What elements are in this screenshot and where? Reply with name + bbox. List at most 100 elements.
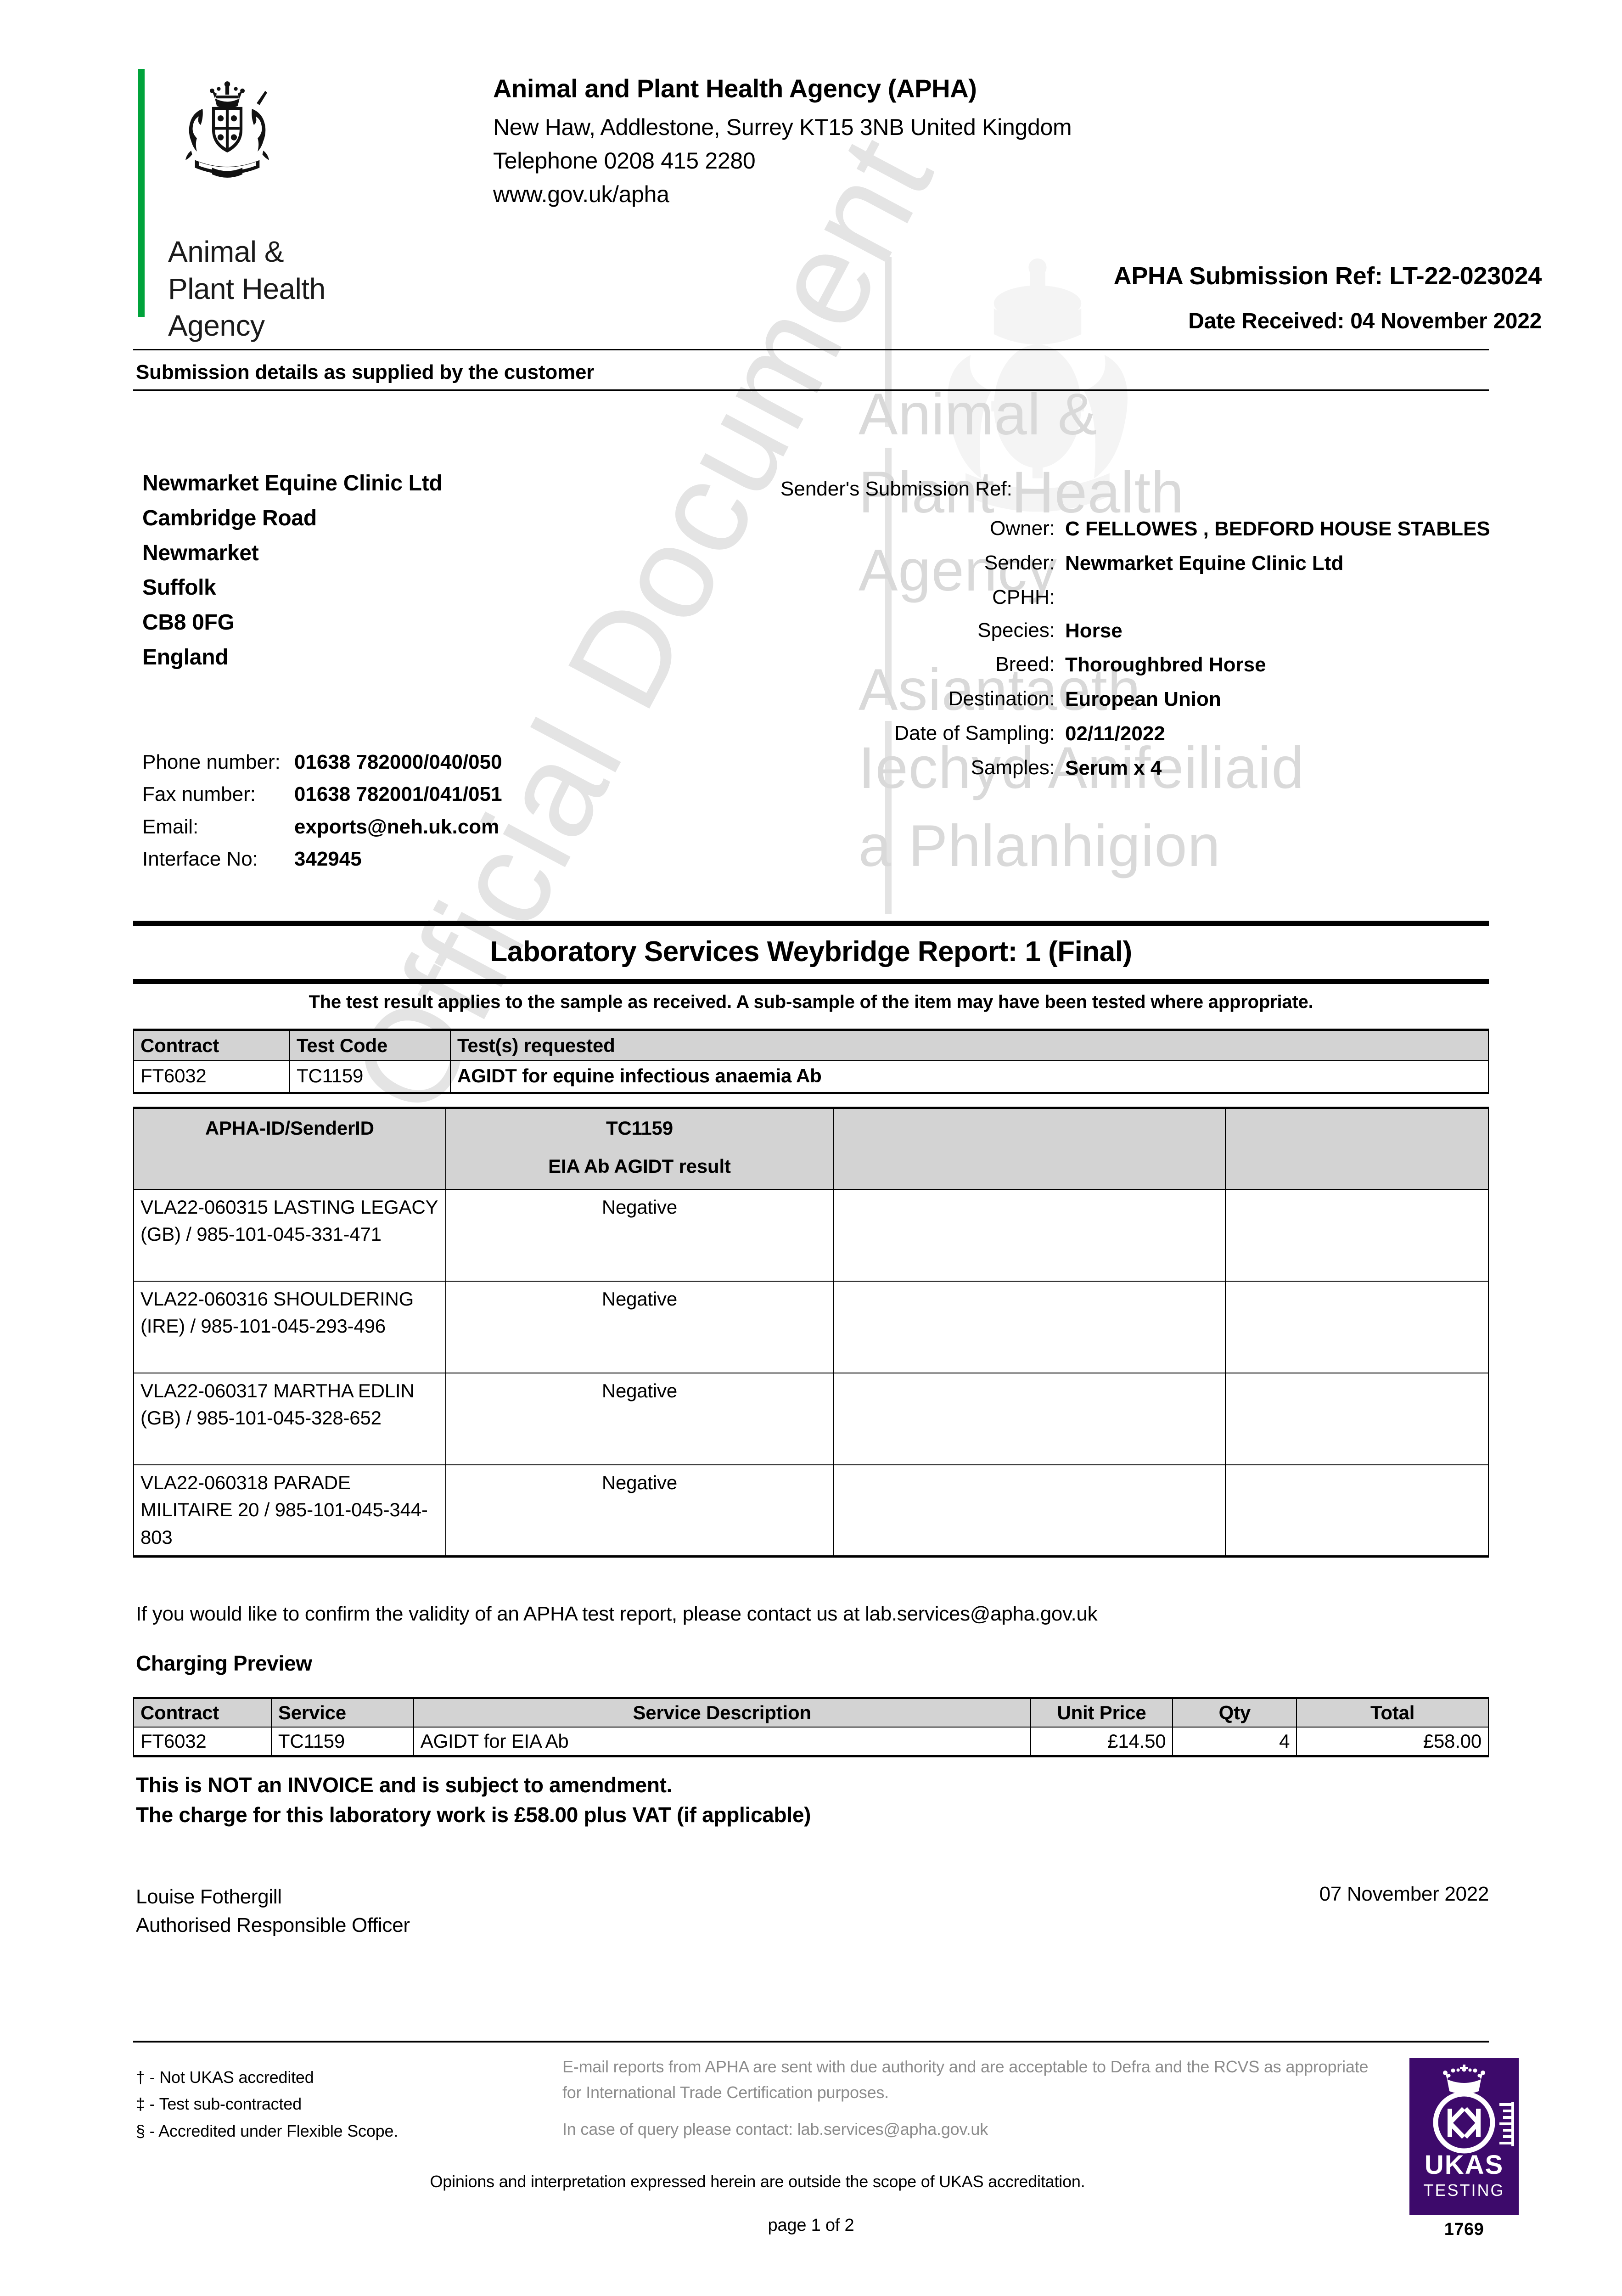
col-header-test-code: Test Code [289, 1029, 451, 1061]
table-row: FT6032 TC1159 AGIDT for equine infectiou… [133, 1060, 1489, 1094]
logo-text: Animal & Plant Health Agency [168, 233, 326, 344]
agency-info-block: Animal and Plant Health Agency (APHA) Ne… [493, 73, 1319, 211]
col-header-total: Total [1296, 1697, 1489, 1728]
watermark-line-1: Animal & [859, 382, 1098, 447]
coat-of-arms-watermark-icon [948, 258, 1128, 512]
cell-test-code: TC1159 [289, 1060, 451, 1094]
cell-service: TC1159 [270, 1727, 414, 1757]
col-header-apha-id: APHA-ID/SenderID [133, 1106, 446, 1190]
agency-name: Animal and Plant Health Agency (APHA) [493, 74, 977, 103]
report-title: Laboratory Services Weybridge Report: 1 … [490, 936, 1132, 968]
col-header-service: Service [270, 1697, 414, 1728]
cell-result: Negative [445, 1280, 834, 1373]
detail-label-breed: Breed: [995, 653, 1055, 676]
detail-value-date-sampling: 02/11/2022 [1065, 722, 1165, 745]
ukas-accreditation-number: 1769 [1444, 2220, 1484, 2239]
detail-row-date-sampling: Date of Sampling: 02/11/2022 [780, 722, 1497, 756]
detail-label-date-sampling: Date of Sampling: [894, 721, 1055, 744]
submission-ref: APHA Submission Ref: LT-22-023024 [1113, 262, 1542, 290]
contact-label: Phone number: [142, 751, 281, 773]
cell-apha-id: VLA22-060318 PARADE MILITAIRE 20 / 985-1… [133, 1464, 446, 1558]
contact-value: 342945 [294, 848, 362, 871]
customer-address-line: Newmarket [142, 540, 259, 565]
col-header-tests-requested: Test(s) requested [450, 1029, 1489, 1061]
col-header-blank-1 [833, 1106, 1226, 1190]
signature-date: 07 November 2022 [1319, 1883, 1489, 1905]
cell-blank-1 [833, 1280, 1226, 1373]
submission-detail-fields: Sender's Submission Ref: Owner: C FELLOW… [780, 478, 1497, 791]
page-number: page 1 of 2 [768, 2216, 854, 2235]
col-header-contract: Contract [133, 1697, 272, 1728]
detail-value-samples: Serum x 4 [1065, 756, 1162, 779]
cell-service-description: AGIDT for EIA Ab [413, 1727, 1031, 1757]
customer-address-line: England [142, 645, 229, 670]
cell-blank-1 [833, 1464, 1226, 1558]
detail-value-sender: Newmarket Equine Clinic Ltd [1065, 551, 1344, 574]
agency-telephone: Telephone 0208 415 2280 [493, 148, 756, 174]
charging-preview-heading: Charging Preview [136, 1651, 312, 1675]
cell-blank-2 [1225, 1280, 1489, 1373]
logo-green-bar [138, 69, 145, 317]
signatory-name: Louise Fothergill [136, 1885, 282, 1908]
opinions-note: Opinions and interpretation expressed he… [430, 2172, 1085, 2191]
table-row: VLA22-060316 SHOULDERING (IRE) / 985-101… [133, 1280, 1489, 1373]
ukas-logo-icon: UKAS TESTING [1423, 2065, 1514, 2200]
submission-details-label: Submission details as supplied by the cu… [136, 361, 595, 383]
cell-total: £58.00 [1296, 1727, 1489, 1757]
detail-label-species: Species: [977, 619, 1055, 642]
col-header-test-name: EIA Ab AGIDT result [548, 1155, 731, 1177]
invoice-note-line-1: This is NOT an INVOICE and is subject to… [136, 1773, 673, 1797]
charging-preview-table: Contract Service Service Description Uni… [133, 1697, 1489, 1757]
detail-value-owner: C FELLOWES , BEDFORD HOUSE STABLES [1065, 518, 1490, 540]
customer-address: Newmarket Equine Clinic Ltd Cambridge Ro… [142, 466, 443, 675]
table-row: VLA22-060318 PARADE MILITAIRE 20 / 985-1… [133, 1464, 1489, 1558]
detail-row-owner: Owner: C FELLOWES , BEDFORD HOUSE STABLE… [780, 517, 1497, 551]
report-title-rule-bottom [133, 979, 1489, 984]
validity-note: If you would like to confirm the validit… [136, 1603, 1098, 1625]
customer-contact-table: Phone number: 01638 782000/040/050 Fax n… [142, 746, 502, 876]
ukas-logo-box: UKAS TESTING [1409, 2058, 1519, 2215]
customer-address-line: Suffolk [142, 575, 216, 600]
header-divider-rule [133, 349, 1489, 350]
email-report-note: E-mail reports from APHA are sent with d… [562, 2054, 1370, 2142]
cell-tests-requested: AGIDT for equine infectious anaemia Ab [450, 1060, 1489, 1094]
agency-address: New Haw, Addlestone, Surrey KT15 3NB Uni… [493, 114, 1072, 140]
contact-value: exports@neh.uk.com [294, 815, 500, 838]
cell-blank-1 [833, 1372, 1226, 1465]
contact-value: 01638 782000/040/050 [294, 751, 502, 773]
contact-label: Email: [142, 815, 199, 838]
table-row: FT6032 TC1159 AGIDT for EIA Ab £14.50 4 … [133, 1727, 1489, 1757]
contact-label: Fax number: [142, 783, 256, 806]
contact-label: Interface No: [142, 848, 258, 871]
svg-text:UKAS: UKAS [1425, 2150, 1504, 2180]
footnote-flexible-scope: § - Accredited under Flexible Scope. [136, 2121, 398, 2140]
customer-address-line: CB8 0FG [142, 610, 235, 635]
detail-row-species: Species: Horse [780, 619, 1497, 653]
contact-row: Interface No: 342945 [142, 843, 502, 875]
cell-contract: FT6032 [133, 1060, 290, 1094]
logo-line-2: Plant Health [168, 272, 326, 305]
senders-ref-label: Sender's Submission Ref: [780, 478, 1012, 500]
contact-value: 01638 782001/041/051 [294, 783, 502, 806]
report-title-rule-top [133, 921, 1489, 926]
cell-apha-id: VLA22-060316 SHOULDERING (IRE) / 985-101… [133, 1280, 446, 1373]
cell-unit-price: £14.50 [1030, 1727, 1173, 1757]
royal-coat-of-arms-icon [185, 81, 269, 178]
logo-line-1: Animal & [168, 235, 284, 268]
cell-apha-id: VLA22-060315 LASTING LEGACY (GB) / 985-1… [133, 1188, 446, 1282]
ukas-accreditation-badge: UKAS TESTING 1769 [1409, 2058, 1519, 2240]
detail-value-breed: Thoroughbred Horse [1065, 653, 1266, 676]
col-header-unit-price: Unit Price [1030, 1697, 1173, 1728]
svg-text:TESTING: TESTING [1423, 2181, 1504, 2200]
detail-row-destination: Destination: European Union [780, 687, 1497, 722]
contact-row: Fax number: 01638 782001/041/051 [142, 778, 502, 810]
invoice-note: This is NOT an INVOICE and is subject to… [136, 1770, 811, 1830]
agency-website: www.gov.uk/apha [493, 181, 669, 207]
table-row: VLA22-060315 LASTING LEGACY (GB) / 985-1… [133, 1188, 1489, 1282]
watermark-line-6: a Phlanhigion [859, 813, 1221, 879]
cell-contract: FT6032 [133, 1727, 272, 1757]
detail-row-sender: Sender: Newmarket Equine Clinic Ltd [780, 551, 1497, 586]
detail-value-destination: European Union [1065, 688, 1221, 711]
detail-row-senders-ref: Sender's Submission Ref: [780, 478, 1497, 517]
